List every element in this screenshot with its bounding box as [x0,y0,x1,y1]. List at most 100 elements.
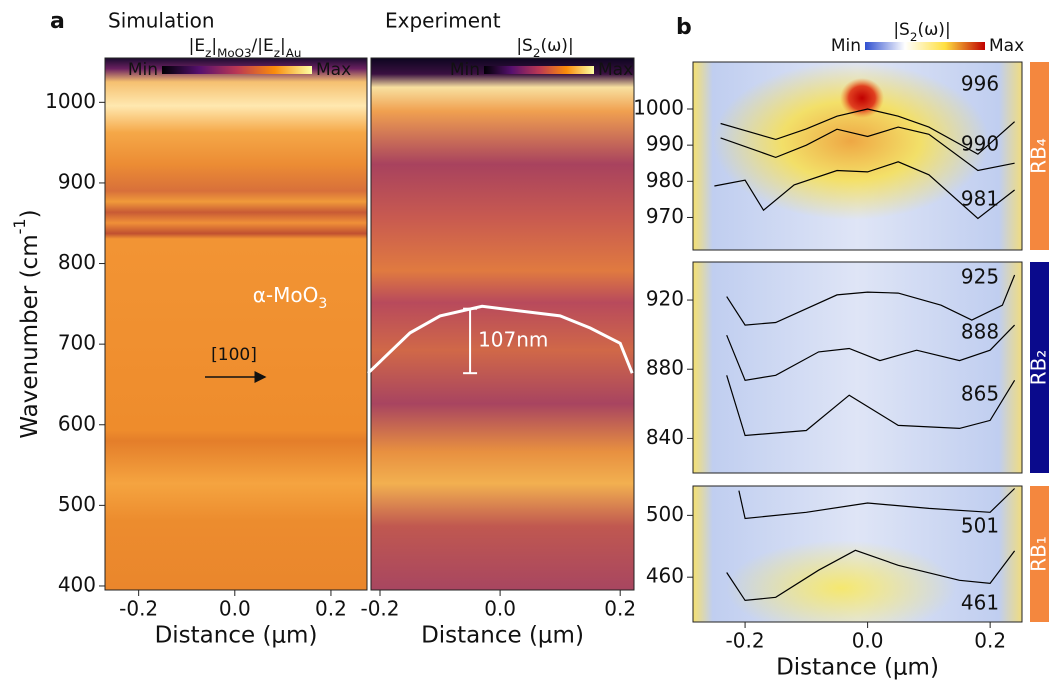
contour-label: 981 [961,187,999,211]
panel-title: Experiment [385,9,501,33]
y-tick-label: 920 [646,287,684,311]
colorbar [865,42,985,50]
y-tick-label: 500 [646,502,684,526]
side-label: RB₄ [1027,138,1049,174]
panel-title: Simulation [108,9,215,33]
y-tick-label: 900 [58,169,96,193]
x-tick-label: 0.0 [852,629,884,653]
contour-line [726,324,1016,381]
colorbar [484,66,594,74]
direction-label: [100] [211,345,257,365]
x-tick-label: 0.0 [219,597,251,621]
colorbar-label-part: |E [189,36,205,56]
y-tick-label: 460 [646,564,684,588]
x-tick-label: 0.2 [315,597,347,621]
colorbar-label-part: |S [516,36,533,56]
colorbar-min: Min [450,60,480,80]
colorbar-label-part: (ω)| [917,20,950,40]
colorbar-label-part: MoO3 [217,46,251,60]
contour-label: 925 [961,265,999,289]
frame [104,57,368,591]
side-bar [1030,262,1049,473]
contour-line [720,126,1015,172]
colorbar-label: |S2(ω)| [516,36,573,60]
x-tick-label: -0.2 [360,597,399,621]
colorbar-label-part: z [274,46,280,60]
colorbar-label-part: z [205,46,211,60]
contour-line [714,161,1015,220]
material-label-part: 3 [318,296,327,312]
material-label-part: α-MoO [253,283,319,307]
colorbar-label-part: | [211,36,217,56]
y-tick-label: 800 [58,250,96,274]
frame [692,261,1023,474]
x-tick-label: 0.2 [604,597,636,621]
panel-label: b [676,15,692,40]
colorbar-label-part: 2 [910,30,918,44]
interval-label: 107nm [478,327,548,351]
colorbar-label-part: | [280,36,286,56]
colorbar-min: Min [831,36,861,56]
x-axis-label: Distance (μm) [155,623,318,649]
colorbar-max: Max [989,36,1024,56]
colorbar-max: Max [316,60,351,80]
contour-label: 501 [961,514,999,538]
colorbar-min: Min [128,60,158,80]
side-label: RB₁ [1027,536,1049,572]
contour-line [720,108,1015,155]
x-tick-label: -0.2 [726,629,765,653]
contour-label: 996 [961,72,999,96]
y-tick-label: 990 [646,132,684,156]
heatmap [105,58,367,590]
heatmap-overlay [693,486,1022,622]
colorbar [162,66,312,74]
y-axis-label: Wavenumber (cm-1) [10,209,43,438]
side-bar [1030,62,1049,250]
side-bar [1030,486,1049,622]
contour-line [726,549,1016,602]
y-axis-label-part: ) [17,209,43,218]
heatmap-overlay [840,78,884,118]
x-axis-label: Distance (μm) [421,623,584,649]
colorbar-label-part: Au [286,46,302,60]
y-tick-label: 700 [58,331,96,355]
colorbar-label: |Ez|MoO3/|Ez|Au [189,36,302,60]
x-axis-label: Distance (μm) [776,655,939,680]
y-tick-label: 980 [646,168,684,192]
x-tick-label: 0.2 [974,629,1006,653]
y-tick-label: 1000 [633,96,684,120]
y-tick-label: 970 [646,204,684,228]
y-tick-label: 880 [646,356,684,380]
frame [692,61,1023,251]
material-label: α-MoO3 [253,283,328,313]
y-tick-label: 600 [58,411,96,435]
contour-label: 865 [961,382,999,406]
y-axis-label-part: -1 [10,218,29,234]
frame [370,57,635,591]
x-tick-label: 0.0 [484,597,516,621]
colorbar-label-part: |S [893,20,910,40]
side-label: RB₂ [1027,350,1049,386]
y-tick-label: 1000 [45,89,96,113]
panel-label: a [50,9,65,34]
colorbar-label: |S2(ω)| [893,20,950,44]
contour-line [366,304,634,375]
y-tick-label: 400 [58,572,96,596]
contour-label: 990 [961,132,999,156]
frame [692,485,1023,623]
contour-line [738,488,1016,520]
contour-label: 888 [961,320,999,344]
heatmap [693,262,1022,473]
x-tick-label: -0.2 [119,597,158,621]
y-tick-label: 840 [646,425,684,449]
colorbar-label-part: /|E [252,36,274,56]
contour-line [726,274,1016,326]
y-tick-label: 500 [58,492,96,516]
colorbar-max: Max [598,60,633,80]
y-axis-label-part: Wavenumber (cm [17,234,43,438]
contour-label: 461 [961,591,999,615]
colorbar-label-part: 2 [533,46,541,60]
heatmap [371,58,634,590]
contour-line [726,375,1016,437]
